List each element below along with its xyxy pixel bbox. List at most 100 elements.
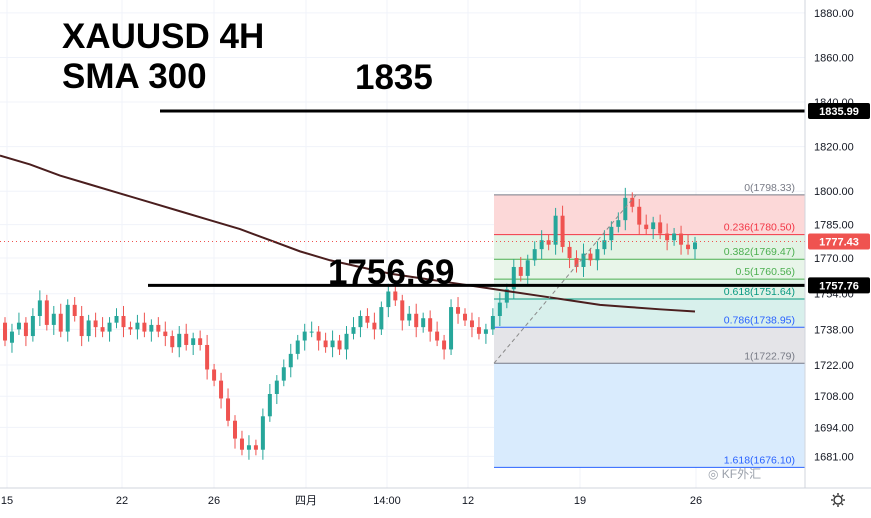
candle-body bbox=[581, 253, 586, 267]
candle-body bbox=[421, 318, 426, 328]
candle-body bbox=[86, 320, 91, 337]
price-tick-label: 1785.00 bbox=[814, 220, 854, 232]
candle-body bbox=[16, 322, 21, 330]
candle-body bbox=[184, 333, 189, 345]
badge-level[interactable]: 1757.76 bbox=[808, 277, 870, 294]
candle-body bbox=[560, 215, 565, 247]
candle-body bbox=[386, 291, 391, 308]
candle-body bbox=[177, 333, 182, 348]
candle-body bbox=[407, 313, 412, 321]
level-price-label: 1756.69 bbox=[328, 253, 455, 292]
sma-300-line bbox=[0, 154, 696, 313]
candle-body bbox=[100, 327, 105, 332]
candle-body bbox=[497, 302, 502, 316]
candle-body bbox=[693, 242, 697, 250]
candle-body bbox=[511, 266, 516, 290]
candle-body bbox=[463, 313, 467, 321]
candle-body bbox=[546, 240, 551, 245]
time-axis-ticks: 15 22 26 四月 14:00 12 19 26 bbox=[1, 495, 702, 507]
candle-body bbox=[539, 240, 544, 250]
candle-body bbox=[595, 249, 600, 261]
candle-body bbox=[365, 316, 370, 323]
gear-icon[interactable] bbox=[831, 493, 845, 507]
candle-body bbox=[672, 233, 677, 241]
target-price-label: 1835 bbox=[355, 58, 433, 97]
candle-body bbox=[428, 318, 433, 332]
candle-body bbox=[358, 316, 363, 328]
candle-body bbox=[658, 222, 663, 234]
candle-body bbox=[274, 380, 279, 394]
fibonacci-zones bbox=[494, 194, 805, 468]
price-tick-label: 1820.00 bbox=[814, 142, 854, 154]
badge-current[interactable]: 1777.43 bbox=[808, 233, 870, 250]
time-tick-label: 15 bbox=[1, 495, 13, 507]
badge-current-background bbox=[808, 233, 870, 250]
candle-body bbox=[309, 331, 314, 333]
candle-body bbox=[3, 322, 7, 341]
candle-body bbox=[198, 338, 203, 345]
candle-body bbox=[665, 233, 670, 241]
candle-body bbox=[414, 313, 419, 328]
fib-zone bbox=[494, 234, 805, 260]
fib-level-label: 0.618(1751.64) bbox=[724, 286, 795, 298]
candle-body bbox=[79, 316, 84, 337]
fib-level-label: 0(1798.33) bbox=[744, 182, 795, 194]
fib-zone bbox=[494, 363, 805, 468]
badge-target[interactable]: 1835.99 bbox=[808, 102, 870, 119]
price-tick-label: 1800.00 bbox=[814, 186, 854, 198]
candle-body bbox=[107, 322, 112, 332]
candle-body bbox=[191, 338, 196, 345]
badge-level-background bbox=[808, 277, 870, 294]
candle-body bbox=[679, 233, 684, 245]
fib-level-label: 1(1722.79) bbox=[744, 350, 795, 362]
candle-body bbox=[121, 316, 126, 328]
candle-body bbox=[623, 197, 628, 221]
candle-body bbox=[51, 313, 56, 325]
candle-body bbox=[226, 398, 231, 421]
chart-subtitle: SMA 300 bbox=[62, 57, 207, 96]
candle-body bbox=[483, 329, 488, 334]
price-tick-label: 1770.00 bbox=[814, 253, 854, 265]
fib-level-label: 0.382(1769.47) bbox=[724, 246, 795, 258]
badge-level-text: 1757.76 bbox=[819, 280, 859, 292]
candle-body bbox=[65, 304, 70, 332]
fib-zone bbox=[494, 298, 805, 328]
price-tick-label: 1694.00 bbox=[814, 422, 854, 434]
candle-body bbox=[58, 313, 63, 332]
gear-icon-ring bbox=[833, 495, 843, 505]
time-axis-background[interactable] bbox=[0, 488, 871, 513]
candle-body bbox=[316, 331, 321, 341]
time-tick-label: 14:00 bbox=[373, 495, 401, 507]
price-tick-label: 1738.00 bbox=[814, 324, 854, 336]
candle-body bbox=[490, 316, 495, 330]
candle-body bbox=[337, 340, 342, 350]
candle-body bbox=[379, 307, 384, 330]
price-tick-label: 1681.00 bbox=[814, 451, 854, 463]
candle-body bbox=[574, 258, 579, 267]
candle-body bbox=[205, 344, 210, 370]
candle-body bbox=[330, 340, 335, 348]
candle-body bbox=[281, 367, 286, 381]
candle-body bbox=[135, 322, 140, 330]
candle-body bbox=[149, 324, 154, 332]
time-tick-label: 26 bbox=[208, 495, 220, 507]
price-axis-background[interactable] bbox=[805, 0, 871, 513]
candle-body bbox=[267, 394, 272, 417]
candle-body bbox=[253, 445, 258, 450]
fib-level-label: 0.786(1738.95) bbox=[724, 314, 795, 326]
candle-body bbox=[260, 416, 265, 450]
candle-body bbox=[302, 331, 307, 341]
price-tick-label: 1880.00 bbox=[814, 8, 854, 20]
fibonacci-trend-line bbox=[493, 194, 637, 364]
candle-body bbox=[72, 304, 77, 316]
candle-body bbox=[372, 322, 377, 330]
sma-300-polyline bbox=[0, 154, 696, 313]
candle-body bbox=[93, 320, 98, 328]
candle-body bbox=[651, 222, 656, 230]
candle-body bbox=[609, 226, 614, 241]
fib-zone bbox=[494, 194, 805, 235]
candle-body bbox=[44, 300, 49, 325]
badge-target-background bbox=[808, 102, 870, 119]
